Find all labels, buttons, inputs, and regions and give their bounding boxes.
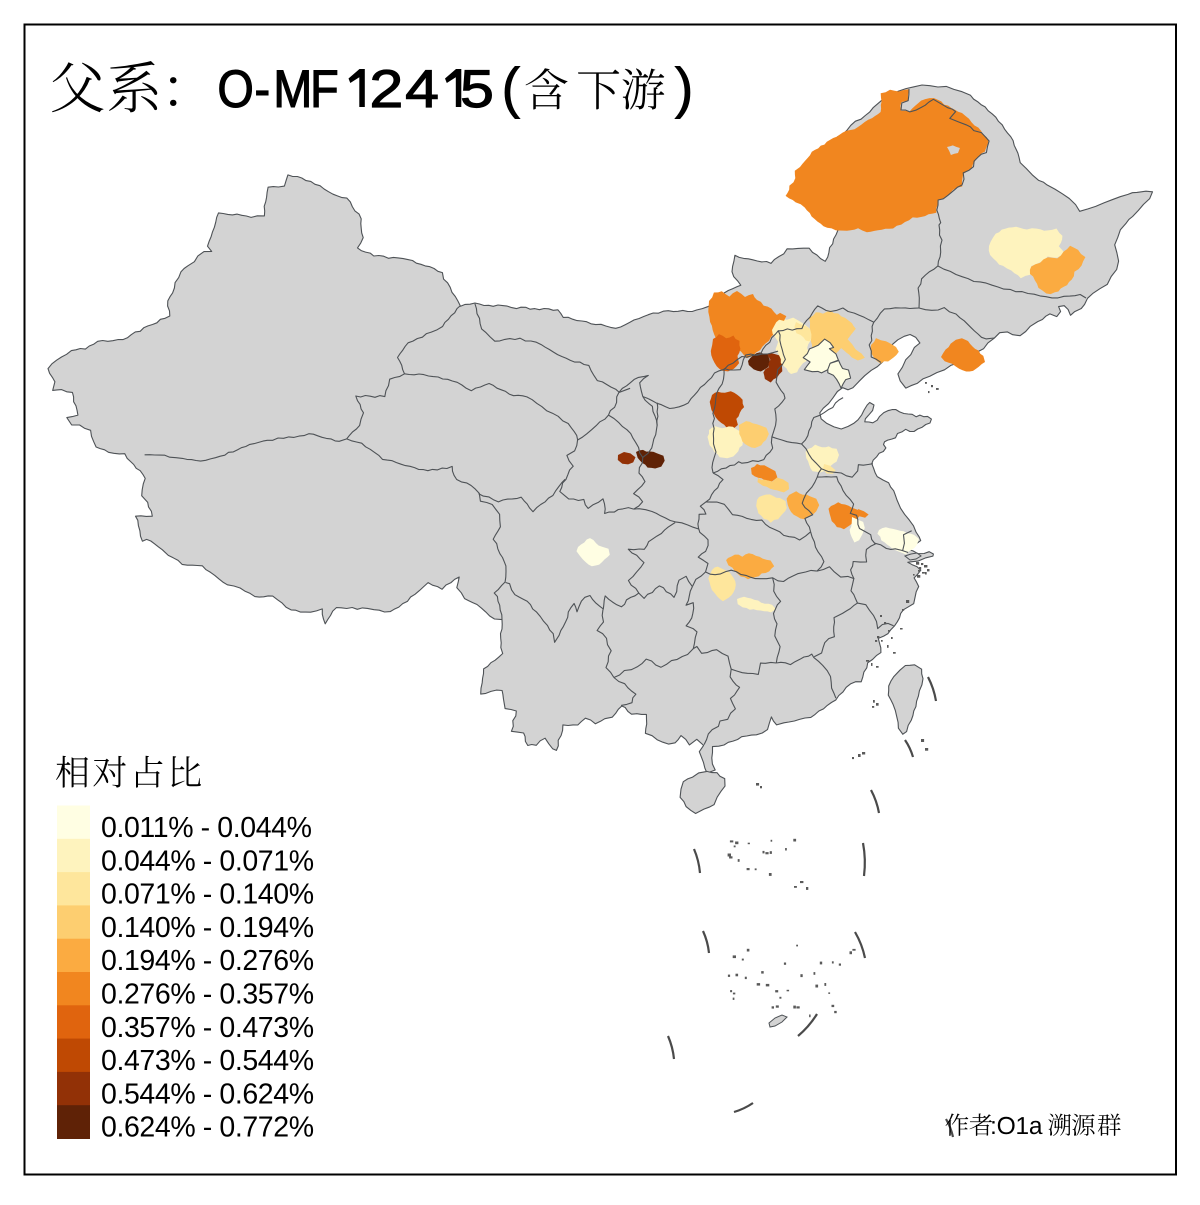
svg-text:0.140% - 0.194%: 0.140% - 0.194% <box>101 912 314 944</box>
svg-text:0.044% - 0.071%: 0.044% - 0.071% <box>101 845 314 877</box>
svg-text:0.544% - 0.624%: 0.544% - 0.624% <box>101 1078 314 1110</box>
svg-text:0.357% - 0.473%: 0.357% - 0.473% <box>101 1012 314 1044</box>
svg-text:0.276% - 0.357%: 0.276% - 0.357% <box>101 979 314 1011</box>
svg-text:0.011% - 0.044%: 0.011% - 0.044% <box>101 812 312 844</box>
svg-text:0.624% - 0.772%: 0.624% - 0.772% <box>101 1112 314 1144</box>
svg-text:0.071% - 0.140%: 0.071% - 0.140% <box>101 879 314 911</box>
svg-text:0.194% - 0.276%: 0.194% - 0.276% <box>101 945 314 977</box>
svg-text:0.473% - 0.544%: 0.473% - 0.544% <box>101 1045 314 1077</box>
